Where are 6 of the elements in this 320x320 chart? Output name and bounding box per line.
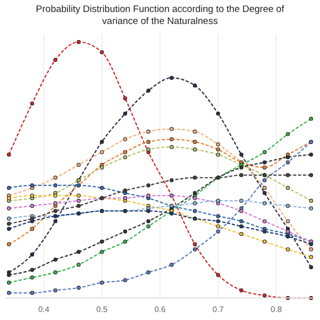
x-tick-label: 0.4 [38, 305, 50, 314]
x-tick-label: 0.6 [154, 305, 166, 314]
chart-title: Probability Distribution Function according to the Degree of variance of the Naturalness [36, 4, 284, 27]
x-tick-label: 0.5 [96, 305, 108, 314]
x-tick-label: 0.7 [212, 305, 224, 314]
x-tick-label: 0.8 [270, 305, 282, 314]
